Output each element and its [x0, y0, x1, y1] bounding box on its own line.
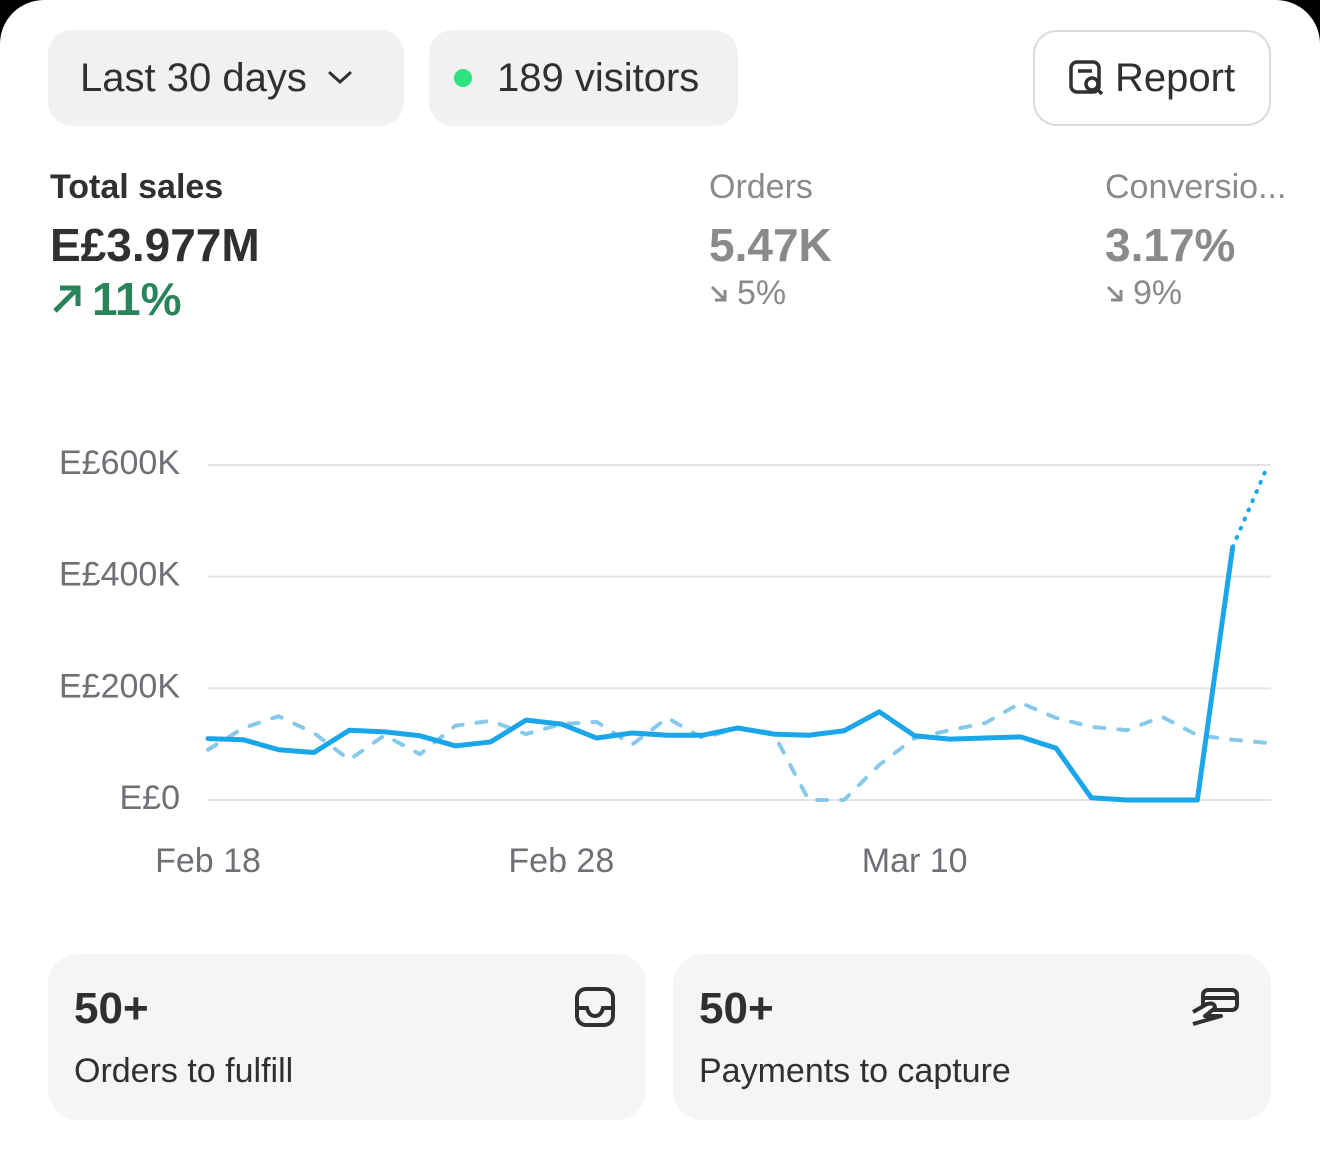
visitors-button[interactable]: 189 visitors	[429, 30, 738, 126]
x-tick-label: Mar 10	[862, 842, 968, 880]
date-range-label: Last 30 days	[80, 55, 307, 100]
metric-label: Conversio...	[1105, 168, 1287, 206]
live-dot	[454, 69, 472, 87]
orders-card[interactable]: 50+ Orders to fulfill	[48, 954, 646, 1120]
card-label: Orders to fulfill	[74, 1052, 294, 1090]
series-line	[1230, 463, 1270, 550]
report-button[interactable]: Report	[1033, 30, 1271, 126]
metric-change-value: 9%	[1133, 274, 1183, 312]
date-range-button[interactable]: Last 30 days	[48, 30, 404, 126]
y-tick-label: E£400K	[59, 556, 180, 594]
metric-value: E£3.977M	[50, 219, 260, 271]
report-label: Report	[1115, 55, 1236, 100]
metric-orders[interactable]: Orders 5.47K 5%	[709, 168, 832, 313]
x-tick-label: Feb 28	[508, 842, 614, 880]
y-tick-label: E£600K	[59, 444, 180, 482]
down-arrow	[1106, 285, 1123, 301]
y-tick-label: E£200K	[59, 667, 180, 705]
metric-change-value: 11%	[92, 273, 182, 325]
metric-value: 5.47K	[709, 219, 832, 271]
metric-label: Total sales	[50, 168, 224, 206]
card-count: 50+	[74, 984, 149, 1033]
metric-change: 11%	[50, 272, 260, 326]
metric-label: Orders	[709, 168, 813, 206]
metric-change-value: 5%	[737, 274, 787, 312]
metric-total-sales[interactable]: Total sales E£3.977M 11%	[50, 168, 260, 326]
report-icon	[1069, 60, 1104, 96]
x-tick-label: Feb 18	[155, 842, 261, 880]
metric-change: 5%	[709, 274, 832, 313]
metric-change: 9%	[1105, 274, 1286, 313]
y-tick-label: E£0	[120, 779, 181, 817]
sales-chart: E£0 E£200K E£400K E£600K Feb 18 Feb 28 Mar 10	[59, 444, 1271, 880]
series-line	[205, 544, 1236, 803]
up-arrow	[53, 285, 81, 313]
metric-value: 3.17%	[1105, 219, 1236, 271]
down-arrow	[710, 285, 727, 301]
metric-conversion[interactable]: Conversio... 3.17% 9%	[1105, 168, 1286, 313]
payments-card[interactable]: 50+ Payments to capture	[673, 954, 1271, 1120]
card-count: 50+	[699, 984, 774, 1033]
card-label: Payments to capture	[699, 1052, 1011, 1090]
series-line	[206, 700, 1270, 802]
chevron-icon	[328, 71, 352, 85]
visitors-label: 189 visitors	[497, 55, 700, 100]
payment-icon	[1192, 988, 1239, 1026]
inbox-icon	[575, 987, 615, 1027]
